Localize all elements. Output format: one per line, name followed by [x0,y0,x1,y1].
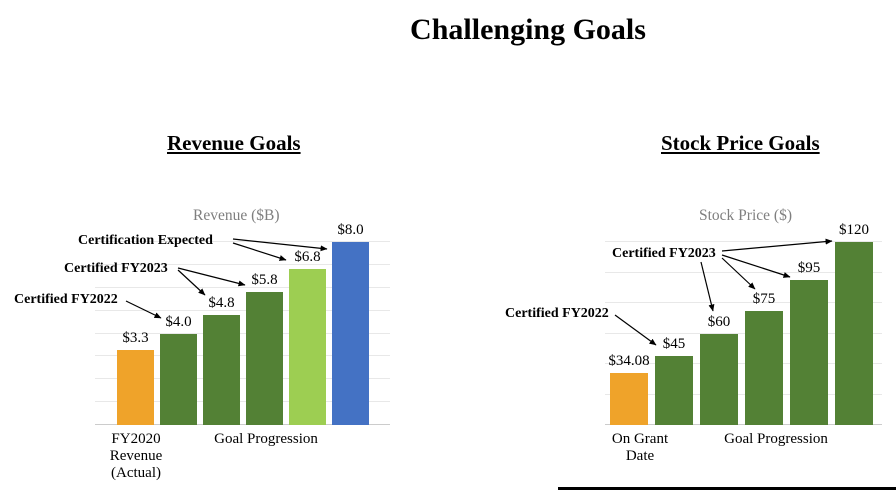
annotation-certified-fy2023-stock: Certified FY2023 [612,246,716,261]
bar-value-label: $6.8 [294,249,321,266]
page-title: Challenging Goals [410,13,646,46]
gridline [605,424,882,425]
bar-75 [745,310,783,425]
bar-value-label: $75 [752,290,776,307]
bar-value-label: $4.0 [165,313,192,330]
gridline [605,302,882,303]
gridline [95,286,390,288]
gridline [95,263,390,265]
bar-95 [790,280,828,425]
bar-value-label: $45 [662,336,686,353]
bar-value-label: $95 [797,260,821,277]
bar-6.8 [289,269,326,425]
gridline [95,332,390,334]
gridline [605,393,882,395]
gridline [95,378,390,380]
annotation-certified-fy2023-revenue: Certified FY2023 [64,261,168,276]
gridline [95,355,390,357]
bar-value-label: $120 [839,222,869,238]
bar-8.0 [332,242,369,425]
stock-chart-title: Stock Price ($) [699,207,792,224]
bar-34.08 [610,373,648,425]
bar-value-label: $5.8 [251,272,278,289]
stock-price-goals-heading: Stock Price Goals [661,131,820,155]
revenue-goals-heading: Revenue Goals [167,131,301,155]
bar-4.8 [203,315,240,425]
x-axis-label-goal-progression-stock: Goal Progression [724,431,828,447]
bar-value-label: $4.8 [208,295,235,312]
slide-bottom-border [558,487,896,490]
gridline [95,401,390,403]
annotation-certification-expected: Certification Expected [78,233,213,248]
x-axis-label-fy2020-revenue: FY2020 Revenue (Actual) [109,431,163,481]
bar-5.8 [246,292,283,425]
annotation-certified-fy2022-stock: Certified FY2022 [505,306,609,321]
gridline [605,363,882,364]
bar-120 [835,242,873,425]
revenue-chart-plot: $3.3 $4.0 $4.8 $5.8 $6.8 $8.0 [95,222,390,425]
annotation-certified-fy2022-revenue: Certified FY2022 [14,292,118,307]
x-axis-label-on-grant-date: On Grant Date [611,431,669,464]
gridline [95,309,390,311]
bar-value-label: $3.3 [122,329,149,346]
bar-value-label: $60 [707,313,731,330]
revenue-chart-title: Revenue ($B) [193,207,280,224]
bar-value-label: $34.08 [608,353,650,370]
gridline [95,424,390,425]
gridline [605,332,882,334]
bar-value-label: $8.0 [337,222,364,238]
x-axis-label-goal-progression-revenue: Goal Progression [214,431,318,447]
bar-3.3 [117,349,154,425]
bar-45 [655,356,693,425]
bar-60 [700,333,738,425]
bar-4.0 [160,333,197,425]
